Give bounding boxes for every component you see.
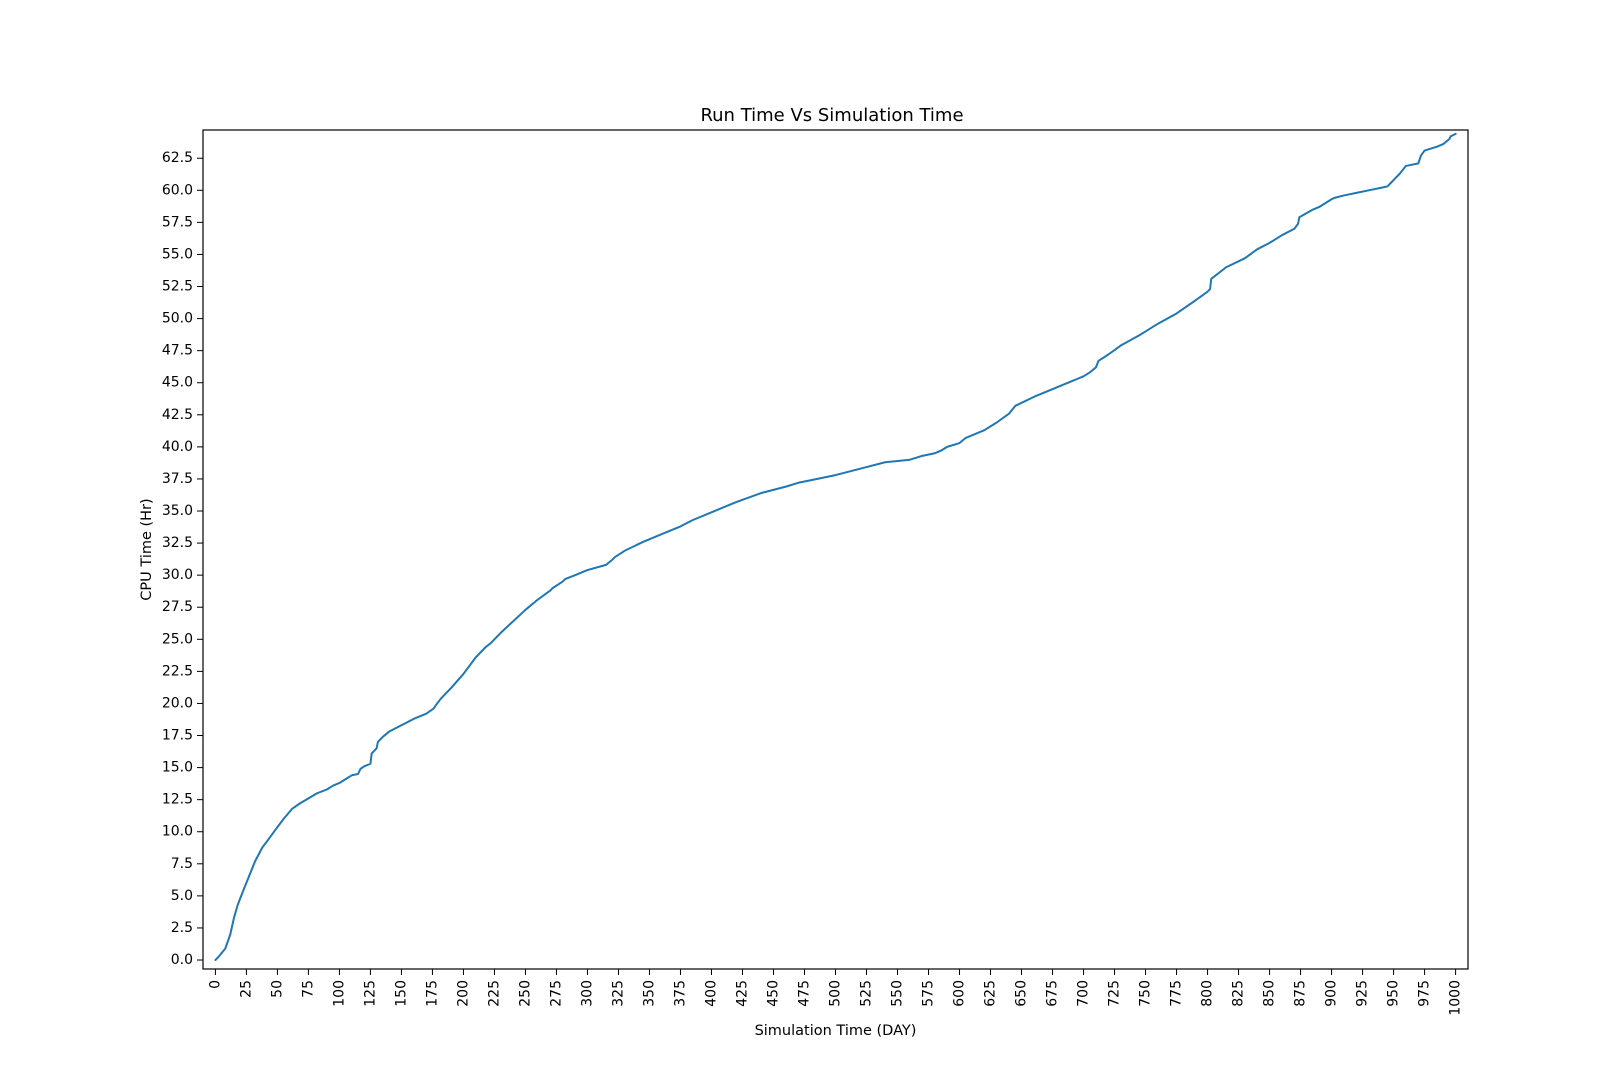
x-tick-label: 725 bbox=[1107, 980, 1123, 1007]
x-tick-label: 525 bbox=[859, 980, 875, 1007]
y-tick-label: 27.5 bbox=[162, 599, 193, 615]
x-tick-label: 925 bbox=[1355, 980, 1371, 1007]
y-tick-label: 47.5 bbox=[162, 343, 193, 359]
x-tick-label: 475 bbox=[796, 980, 812, 1007]
x-tick-label: 100 bbox=[331, 980, 347, 1007]
y-tick-label: 52.5 bbox=[162, 279, 193, 295]
y-tick-label: 2.5 bbox=[171, 920, 193, 936]
x-tick-label: 450 bbox=[765, 980, 781, 1007]
y-tick-label: 45.0 bbox=[162, 375, 193, 391]
x-tick-label: 975 bbox=[1417, 980, 1433, 1007]
x-tick-label: 900 bbox=[1324, 980, 1340, 1007]
y-tick-label: 10.0 bbox=[162, 824, 193, 840]
x-tick-label: 125 bbox=[362, 980, 378, 1007]
y-tick-label: 55.0 bbox=[162, 246, 193, 262]
x-tick-label: 300 bbox=[579, 980, 595, 1007]
y-tick-label: 50.0 bbox=[162, 311, 193, 327]
x-tick-label: 775 bbox=[1169, 980, 1185, 1007]
x-tick-label: 50 bbox=[269, 980, 285, 998]
y-tick-label: 40.0 bbox=[162, 439, 193, 455]
x-tick-label: 1000 bbox=[1448, 980, 1464, 1016]
y-tick-label: 12.5 bbox=[162, 792, 193, 808]
x-tick-label: 500 bbox=[828, 980, 844, 1007]
series-line bbox=[214, 132, 1457, 962]
y-tick-label: 5.0 bbox=[171, 888, 193, 904]
y-tick-label: 0.0 bbox=[171, 952, 193, 968]
y-tick-label: 42.5 bbox=[162, 407, 193, 423]
y-tick-label: 60.0 bbox=[162, 182, 193, 198]
y-tick-label: 37.5 bbox=[162, 471, 193, 487]
y-tick-label: 20.0 bbox=[162, 695, 193, 711]
x-axis: 0 25 50 75 100 125 150 175 200 225 250 275 300 325 350… bbox=[207, 969, 1464, 1016]
x-tick-label: 675 bbox=[1045, 980, 1061, 1007]
plot-frame bbox=[202, 129, 1469, 970]
x-tick-label: 625 bbox=[983, 980, 999, 1007]
x-tick-label: 875 bbox=[1293, 980, 1309, 1007]
x-tick-label: 75 bbox=[300, 980, 316, 998]
x-axis-label: Simulation Time (DAY) bbox=[755, 1023, 917, 1039]
x-tick-label: 425 bbox=[734, 980, 750, 1007]
chart-title: Run Time Vs Simulation Time bbox=[700, 105, 963, 126]
x-tick-label: 850 bbox=[1262, 980, 1278, 1007]
x-tick-label: 0 bbox=[207, 980, 223, 989]
x-tick-label: 275 bbox=[548, 980, 564, 1007]
y-tick-label: 22.5 bbox=[162, 663, 193, 679]
x-tick-label: 25 bbox=[238, 980, 254, 998]
x-tick-label: 750 bbox=[1138, 980, 1154, 1007]
x-tick-label: 550 bbox=[890, 980, 906, 1007]
x-tick-label: 800 bbox=[1200, 980, 1216, 1007]
x-tick-label: 200 bbox=[455, 980, 471, 1007]
x-tick-label: 950 bbox=[1386, 980, 1402, 1007]
series-layer bbox=[214, 132, 1457, 962]
x-tick-label: 575 bbox=[921, 980, 937, 1007]
x-tick-label: 375 bbox=[672, 980, 688, 1007]
x-tick-label: 225 bbox=[486, 980, 502, 1007]
x-tick-label: 350 bbox=[641, 980, 657, 1007]
y-tick-label: 30.0 bbox=[162, 567, 193, 583]
x-tick-label: 325 bbox=[610, 980, 626, 1007]
y-tick-label: 25.0 bbox=[162, 631, 193, 647]
y-tick-label: 17.5 bbox=[162, 728, 193, 744]
y-tick-label: 35.0 bbox=[162, 503, 193, 519]
y-tick-label: 7.5 bbox=[171, 856, 193, 872]
y-tick-label: 32.5 bbox=[162, 535, 193, 551]
x-tick-label: 650 bbox=[1014, 980, 1030, 1007]
x-tick-label: 825 bbox=[1231, 980, 1247, 1007]
x-tick-label: 700 bbox=[1076, 980, 1092, 1007]
y-tick-label: 15.0 bbox=[162, 760, 193, 776]
x-tick-label: 175 bbox=[424, 980, 440, 1007]
x-tick-label: 150 bbox=[393, 980, 409, 1007]
x-tick-label: 600 bbox=[952, 980, 968, 1007]
y-axis: 0.0 2.5 5.0 7.5 10.0 12.5 15.0 17.5 20.0 22.5 25.0… bbox=[162, 150, 203, 968]
x-tick-label: 250 bbox=[517, 980, 533, 1007]
y-axis-label: CPU Time (Hr) bbox=[139, 498, 155, 600]
x-tick-label: 400 bbox=[703, 980, 719, 1007]
y-tick-label: 57.5 bbox=[162, 214, 193, 230]
y-tick-label: 62.5 bbox=[162, 150, 193, 166]
